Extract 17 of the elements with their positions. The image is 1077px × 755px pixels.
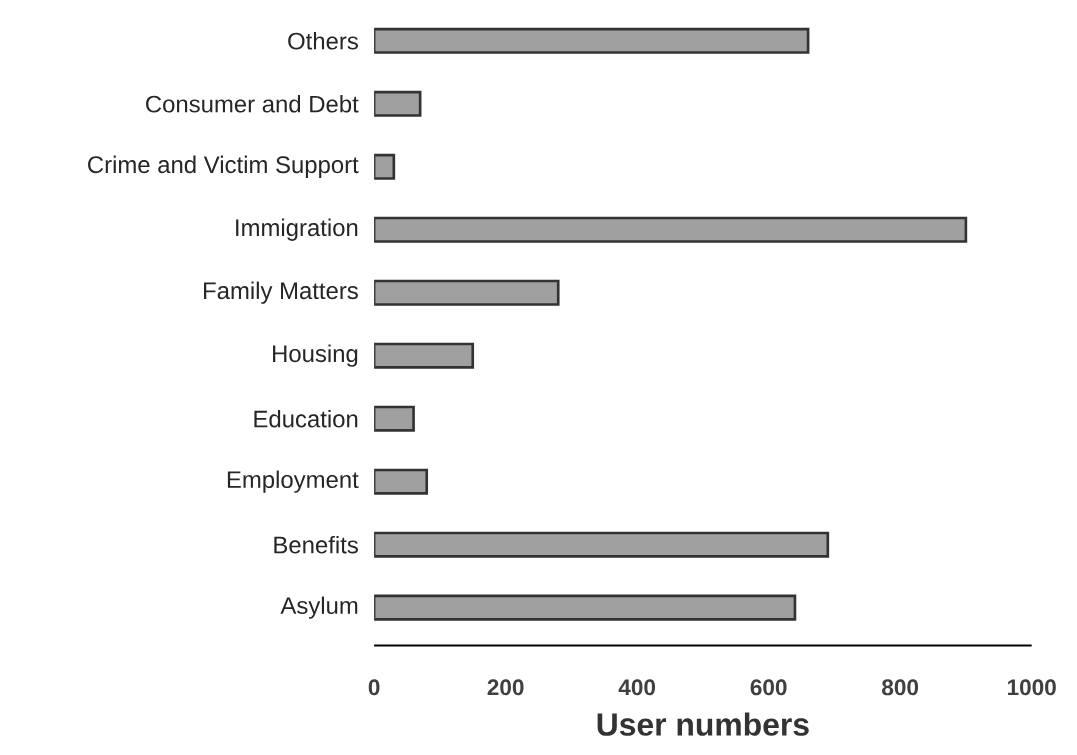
x-tick-label: 400 xyxy=(618,679,656,696)
y-tick-label: Crime and Victim Support xyxy=(88,155,359,178)
y-tick-label: Benefits xyxy=(274,535,358,554)
y-tick-label: Immigration xyxy=(236,218,358,241)
y-tick-label: Asylum xyxy=(280,596,358,619)
y-tick-label: Housing xyxy=(273,344,358,367)
x-tick-label: 1000 xyxy=(1007,679,1056,696)
x-tick-label: 0 xyxy=(368,679,380,696)
x-axis-title: User numbers xyxy=(597,712,809,736)
x-tick-label: 600 xyxy=(750,679,787,696)
x-tick-label: 200 xyxy=(487,679,524,696)
y-tick-label: Consumer and Debt xyxy=(146,94,359,113)
y-tick-label: Family Matters xyxy=(204,281,358,304)
x-tick-label: 800 xyxy=(882,679,919,696)
y-tick-label: Others xyxy=(288,32,358,50)
y-tick-label: Education xyxy=(254,409,358,428)
y-tick-label: Employment xyxy=(227,470,359,493)
